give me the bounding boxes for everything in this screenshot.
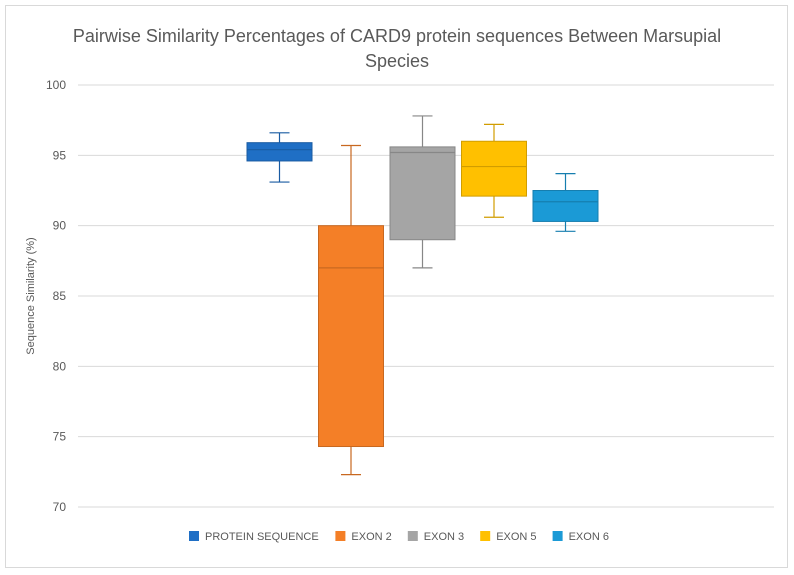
legend: PROTEIN SEQUENCE EXON 2 EXON 3 EXON 5 EXON 6	[189, 531, 609, 543]
box-iqr	[532, 190, 599, 222]
legend-item: EXON 2	[335, 531, 392, 543]
box-exon-5	[461, 123, 527, 218]
y-tick-label: 80	[53, 359, 67, 373]
box-series	[246, 115, 599, 476]
legend-swatch	[335, 531, 346, 541]
box-protein-sequence	[246, 132, 313, 183]
chart-title-line-1: Pairwise Similarity Percentages of CARD9…	[73, 26, 721, 46]
chart-title-line-2: Species	[365, 51, 429, 71]
y-tick-label: 90	[53, 219, 67, 233]
y-tick-label: 85	[53, 289, 67, 303]
box-exon-6	[532, 173, 599, 232]
y-tick-label: 100	[46, 78, 66, 92]
legend-label: EXON 6	[569, 531, 609, 543]
legend-label: EXON 5	[496, 531, 536, 543]
legend-swatch	[407, 531, 418, 541]
y-tick-labels: 70 75 80 85 90 95 100	[46, 78, 66, 514]
box-iqr	[389, 146, 456, 241]
legend-item: EXON 3	[407, 531, 464, 543]
box-iqr	[318, 225, 384, 448]
legend-item: EXON 6	[552, 531, 609, 543]
box-exon-3	[389, 115, 456, 269]
legend-swatch	[480, 531, 491, 541]
legend-label: PROTEIN SEQUENCE	[205, 531, 319, 543]
legend-swatch	[189, 531, 199, 541]
legend-label: EXON 3	[424, 531, 464, 543]
box-iqr	[461, 140, 527, 197]
legend-item: EXON 5	[480, 531, 537, 543]
y-tick-label: 95	[53, 148, 67, 162]
legend-item: PROTEIN SEQUENCE	[189, 531, 319, 543]
legend-swatch	[552, 531, 563, 541]
y-tick-label: 75	[53, 430, 67, 444]
y-tick-label: 70	[53, 500, 67, 514]
box-exon-2	[318, 144, 384, 476]
box-iqr	[246, 142, 313, 162]
y-axis-label: Sequence Similarity (%)	[25, 237, 37, 354]
chart-frame	[5, 5, 788, 568]
legend-label: EXON 2	[351, 531, 391, 543]
